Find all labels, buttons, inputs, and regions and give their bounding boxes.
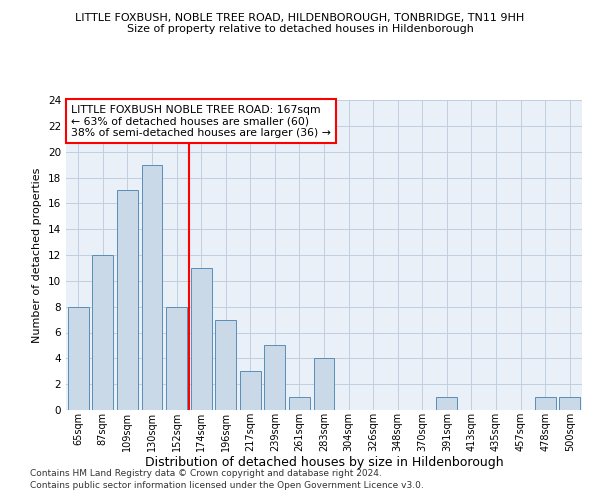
Text: Size of property relative to detached houses in Hildenborough: Size of property relative to detached ho…	[127, 24, 473, 34]
Bar	[535, 397, 556, 410]
Bar	[117, 190, 138, 410]
Bar	[314, 358, 334, 410]
Y-axis label: Number of detached properties: Number of detached properties	[32, 168, 43, 342]
Text: Contains HM Land Registry data © Crown copyright and database right 2024.: Contains HM Land Registry data © Crown c…	[30, 468, 382, 477]
Bar	[240, 371, 261, 410]
Bar	[166, 306, 187, 410]
Bar	[215, 320, 236, 410]
Text: LITTLE FOXBUSH, NOBLE TREE ROAD, HILDENBOROUGH, TONBRIDGE, TN11 9HH: LITTLE FOXBUSH, NOBLE TREE ROAD, HILDENB…	[76, 12, 524, 22]
Bar	[289, 397, 310, 410]
Bar	[436, 397, 457, 410]
Bar	[191, 268, 212, 410]
Bar	[68, 306, 89, 410]
X-axis label: Distribution of detached houses by size in Hildenborough: Distribution of detached houses by size …	[145, 456, 503, 469]
Text: Contains public sector information licensed under the Open Government Licence v3: Contains public sector information licen…	[30, 481, 424, 490]
Bar	[559, 397, 580, 410]
Text: LITTLE FOXBUSH NOBLE TREE ROAD: 167sqm
← 63% of detached houses are smaller (60): LITTLE FOXBUSH NOBLE TREE ROAD: 167sqm ←…	[71, 104, 331, 138]
Bar	[142, 164, 163, 410]
Bar	[92, 255, 113, 410]
Bar	[265, 346, 286, 410]
